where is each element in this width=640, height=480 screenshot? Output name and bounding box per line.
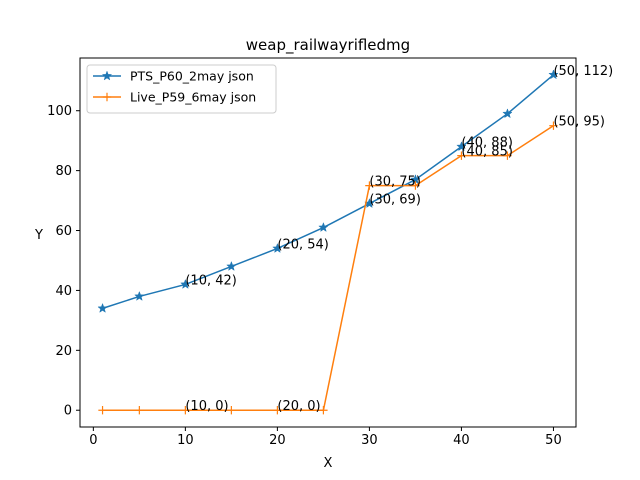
data-point-series-1 (548, 69, 559, 80)
data-label: (40, 85) (461, 145, 512, 160)
legend-entry: Live_P59_6may json (130, 90, 256, 105)
data-point-series-1 (272, 242, 283, 253)
x-tick-label: 0 (89, 433, 97, 448)
data-label: (20, 0) (277, 399, 320, 414)
data-point-series-1 (502, 108, 513, 119)
y-tick-label: 0 (64, 404, 72, 419)
data-point-series-1 (97, 302, 108, 313)
data-point-series-2 (98, 406, 107, 415)
y-tick-label: 40 (55, 284, 72, 299)
plot-area: (10, 42) (20, 54) (30, 69) (40, 88) (50, 112… (97, 64, 613, 415)
x-tick-label: 30 (361, 433, 378, 448)
data-label: (50, 112) (553, 64, 613, 79)
data-point-series-1 (180, 278, 191, 289)
data-point-series-1 (456, 141, 467, 152)
x-tick-label: 10 (177, 433, 194, 448)
y-tick-label: 20 (55, 344, 72, 359)
data-label: (30, 69) (369, 193, 421, 208)
data-label: (40, 88) (461, 136, 512, 151)
chart-title: weap_railwayrifledmg (246, 36, 410, 55)
data-label: (50, 95) (553, 115, 605, 130)
data-point-series-2 (135, 406, 144, 415)
legend-swatch-marker (101, 70, 113, 81)
data-label: (30, 75) (369, 175, 421, 190)
y-tick-label: 60 (55, 224, 72, 239)
data-point-series-2 (319, 406, 328, 415)
y-tick-label: 80 (55, 164, 72, 179)
data-point-series-2 (365, 181, 374, 190)
data-label: (20, 54) (277, 237, 329, 252)
data-point-series-2 (227, 406, 236, 415)
data-label: (10, 0) (185, 399, 228, 414)
x-tick-label: 50 (545, 433, 562, 448)
data-point-series-2 (457, 151, 466, 160)
data-point-series-2 (549, 121, 558, 130)
plot-frame (79, 57, 577, 428)
data-point-series-2 (273, 406, 282, 415)
x-tick-label: 40 (453, 433, 470, 448)
data-point-series-1 (134, 290, 145, 301)
legend-box (86, 64, 277, 114)
data-point-series-2 (411, 181, 420, 190)
axes: 0 10 20 30 40 50 0 20 40 60 80 100 (47, 104, 562, 448)
data-point-series-2 (503, 151, 512, 160)
data-point-series-1 (226, 260, 237, 271)
x-axis-label: X (324, 456, 333, 471)
x-tick-label: 20 (269, 433, 286, 448)
legend: PTS_P60_2may json Live_P59_6may json (86, 64, 277, 114)
data-label: (10, 42) (185, 273, 237, 288)
legend-entry: PTS_P60_2may json (130, 69, 254, 84)
data-point-series-2 (181, 406, 190, 415)
legend-swatch-marker (102, 92, 112, 102)
y-tick-label: 100 (47, 104, 72, 119)
y-axis-label: Y (34, 228, 43, 243)
data-point-series-1 (318, 222, 329, 232)
